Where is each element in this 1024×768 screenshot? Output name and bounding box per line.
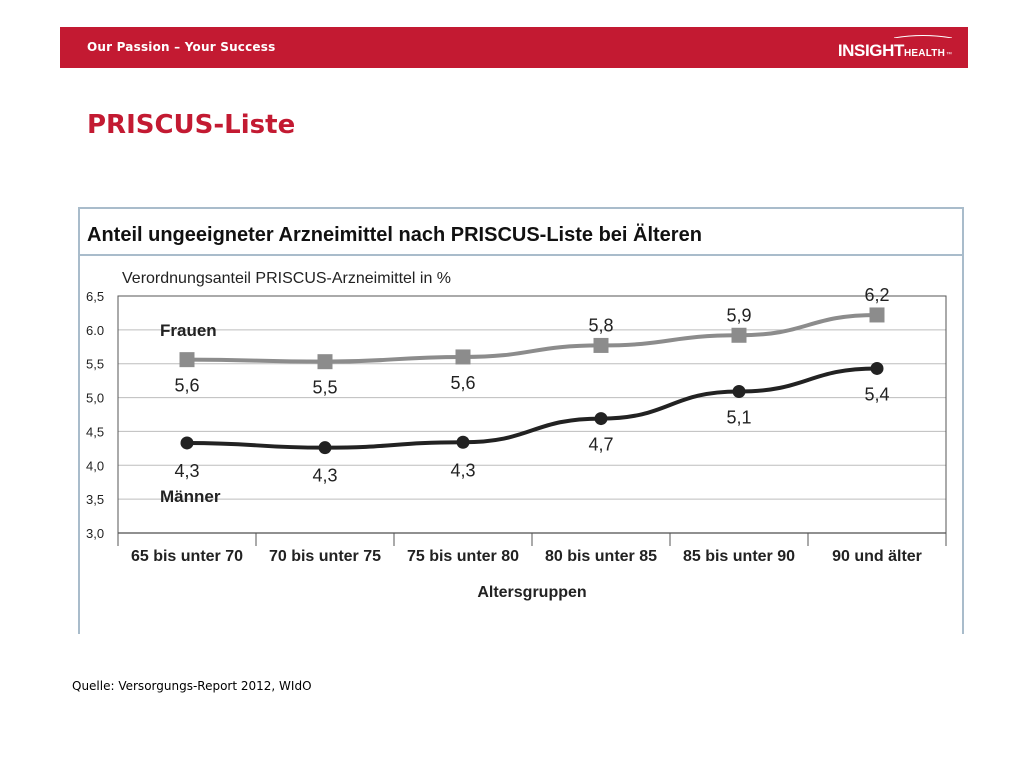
data-point — [594, 412, 608, 426]
logo-health-text: HEALTH — [903, 48, 945, 59]
x-tick-label: 65 bis unter 70 — [131, 548, 243, 565]
data-point — [317, 354, 333, 370]
data-label: 5,8 — [588, 315, 613, 335]
x-axis-label: Altersgruppen — [477, 584, 586, 601]
data-label: 4,3 — [450, 460, 475, 480]
data-label: 5,5 — [312, 378, 337, 398]
y-tick-label: 4,0 — [86, 458, 104, 473]
data-point — [869, 307, 885, 323]
data-point — [593, 337, 609, 353]
page-title: PRISCUS-Liste — [87, 110, 296, 140]
source-note: Quelle: Versorgungs-Report 2012, WIdO — [72, 679, 312, 693]
logo-trademark: ™ — [946, 52, 952, 58]
data-point — [456, 435, 470, 449]
series-label-maenner: Männer — [160, 487, 221, 506]
data-point — [318, 441, 332, 455]
y-tick-label: 6,5 — [86, 289, 104, 304]
y-tick-label: 5,0 — [86, 391, 104, 406]
logo-arc-icon — [894, 35, 952, 38]
data-label: 5,6 — [174, 376, 199, 396]
x-tick-label: 75 bis unter 80 — [407, 548, 519, 565]
data-label: 5,9 — [726, 305, 751, 325]
x-tick-label: 90 und älter — [832, 548, 922, 565]
y-tick-label: 4,5 — [86, 424, 104, 439]
data-label: 4,7 — [588, 435, 613, 455]
data-label: 4,3 — [174, 461, 199, 481]
title-divider — [80, 254, 962, 256]
line-chart: Verordnungsanteil PRISCUS-Arzneimittel i… — [86, 270, 947, 601]
data-label: 5,6 — [450, 373, 475, 393]
y-axis-label: Verordnungsanteil PRISCUS-Arzneimittel i… — [122, 270, 451, 287]
logo-insight-text: INSIGHT — [837, 41, 905, 60]
plot-frame — [117, 295, 947, 534]
x-tick-label: 70 bis unter 75 — [269, 548, 381, 565]
chart-title: Anteil ungeeigneter Arzneimittel nach PR… — [87, 224, 702, 246]
data-point — [732, 384, 746, 398]
series-label-frauen: Frauen — [160, 321, 217, 340]
chart-panel: Anteil ungeeigneter Arzneimittel nach PR… — [78, 207, 964, 634]
data-label: 5,4 — [864, 384, 889, 404]
y-tick-label: 6.0 — [86, 323, 104, 338]
data-point — [180, 436, 194, 450]
data-point — [455, 349, 471, 365]
data-point — [731, 327, 747, 343]
y-tick-label: 5,5 — [86, 357, 104, 372]
tagline: Our Passion – Your Success — [87, 40, 276, 54]
series-line-frauen — [186, 312, 878, 364]
data-label: 4,3 — [312, 466, 337, 486]
series-line-maenner — [186, 366, 878, 450]
header-bar: Our Passion – Your Success INSIGHT HEALT… — [60, 27, 968, 68]
data-label: 5,1 — [726, 407, 751, 427]
data-label: 6,2 — [864, 285, 889, 305]
y-tick-label: 3,5 — [86, 492, 104, 507]
x-tick-label: 85 bis unter 90 — [683, 548, 795, 565]
x-tick-label: 80 bis unter 85 — [545, 548, 657, 565]
company-logo: INSIGHT HEALTH ™ — [838, 41, 952, 61]
data-point — [870, 361, 884, 375]
data-point — [179, 352, 195, 368]
y-tick-label: 3,0 — [86, 526, 104, 541]
